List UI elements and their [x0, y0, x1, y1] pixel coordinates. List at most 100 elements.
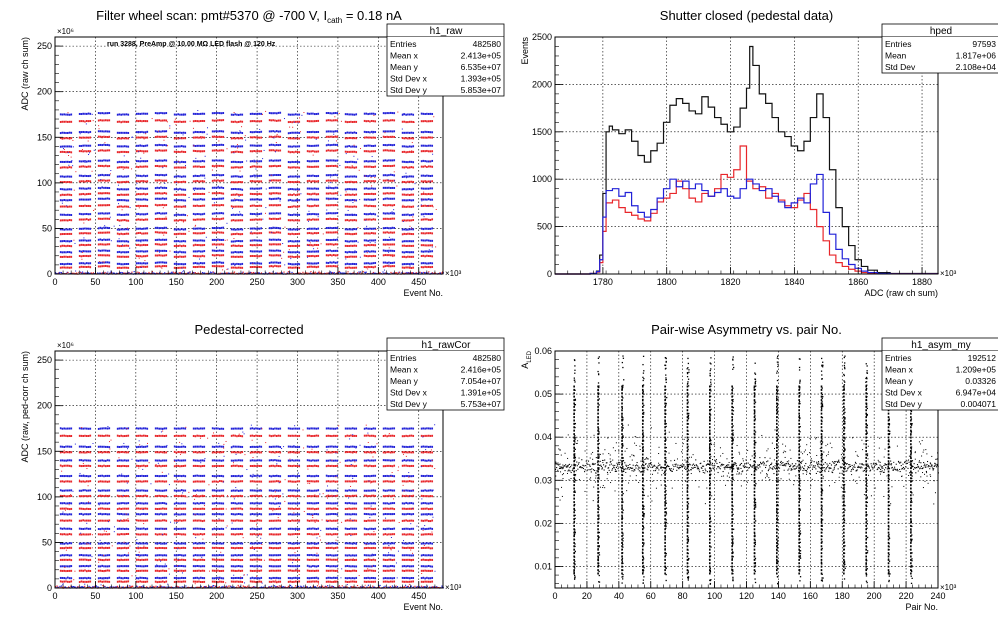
data-point — [317, 265, 320, 268]
data-point — [298, 113, 301, 116]
data-point — [101, 227, 103, 230]
data-point — [97, 217, 100, 220]
data-point — [99, 231, 102, 234]
data-point — [346, 137, 349, 140]
data-point — [84, 131, 86, 134]
data-point — [80, 213, 83, 216]
data-point — [198, 136, 200, 139]
data-point — [429, 204, 432, 207]
data-point — [386, 144, 388, 147]
data-point — [158, 231, 160, 234]
data-point — [315, 255, 318, 258]
data-point — [256, 136, 259, 139]
data-point — [325, 130, 328, 133]
data-point — [125, 120, 128, 123]
data-point — [384, 149, 387, 152]
data-point — [420, 180, 423, 183]
data-point — [317, 174, 320, 177]
data-point — [216, 586, 218, 588]
data-point — [141, 218, 143, 221]
data-point — [59, 175, 62, 178]
data-point — [313, 165, 316, 168]
data-point — [120, 131, 122, 134]
data-point — [426, 149, 428, 152]
data-point — [106, 272, 108, 274]
data-point — [374, 174, 377, 177]
data-point — [123, 131, 126, 134]
data-point — [432, 153, 434, 155]
data-point — [310, 255, 312, 258]
data-point — [260, 150, 263, 153]
data-point — [372, 244, 375, 247]
data-point — [346, 121, 349, 124]
data-point — [363, 144, 366, 147]
x-tick-label-1: 1800 — [657, 277, 677, 287]
data-point — [274, 164, 276, 167]
data-point — [61, 166, 64, 169]
data-point — [331, 119, 333, 122]
data-point — [401, 188, 404, 191]
data-point — [198, 187, 200, 190]
data-point — [386, 179, 388, 182]
data-point — [164, 586, 167, 588]
data-point — [93, 149, 95, 151]
data-point — [89, 187, 92, 190]
data-point — [113, 225, 115, 227]
data-point — [163, 144, 166, 147]
data-point — [127, 188, 130, 191]
data-point — [236, 251, 238, 254]
data-point — [336, 197, 339, 200]
data-point — [251, 204, 254, 207]
data-point — [424, 244, 426, 247]
data-point — [108, 165, 111, 168]
data-point — [306, 243, 309, 246]
data-point — [160, 261, 162, 264]
data-point — [314, 586, 316, 588]
data-point — [287, 232, 290, 235]
data-point — [258, 150, 261, 153]
data-point — [120, 193, 122, 196]
data-point — [298, 228, 300, 230]
data-point — [87, 213, 90, 216]
data-point — [68, 586, 70, 588]
data-point — [412, 205, 415, 208]
data-point — [382, 261, 385, 264]
data-point — [334, 112, 337, 115]
data-point — [215, 174, 217, 177]
data-point — [336, 218, 339, 221]
data-point — [431, 265, 434, 268]
data-point — [306, 586, 308, 588]
data-point — [420, 227, 423, 230]
data-point — [313, 243, 316, 246]
data-point — [403, 263, 406, 266]
data-point — [417, 205, 419, 207]
data-point — [408, 137, 411, 140]
data-point — [407, 219, 409, 222]
data-point — [118, 228, 121, 231]
data-point — [175, 245, 178, 248]
data-point — [256, 198, 259, 201]
data-point — [198, 205, 200, 208]
data-point — [313, 160, 316, 163]
data-point — [274, 217, 276, 220]
data-point — [156, 149, 159, 152]
data-point — [249, 144, 252, 147]
data-point — [388, 243, 390, 246]
data-point — [348, 255, 350, 258]
data-point — [327, 165, 330, 168]
data-point — [99, 159, 102, 162]
data-point — [251, 131, 254, 134]
data-point — [344, 160, 347, 163]
data-point — [80, 243, 83, 246]
data-point — [194, 262, 197, 265]
data-point — [128, 586, 130, 588]
data-point — [71, 585, 73, 588]
data-point — [116, 255, 119, 258]
data-point — [194, 232, 197, 235]
data-point — [220, 197, 223, 200]
data-point — [217, 179, 219, 182]
data-point — [411, 272, 413, 274]
data-point — [429, 120, 432, 123]
data-point — [412, 137, 415, 140]
data-point — [334, 197, 337, 200]
